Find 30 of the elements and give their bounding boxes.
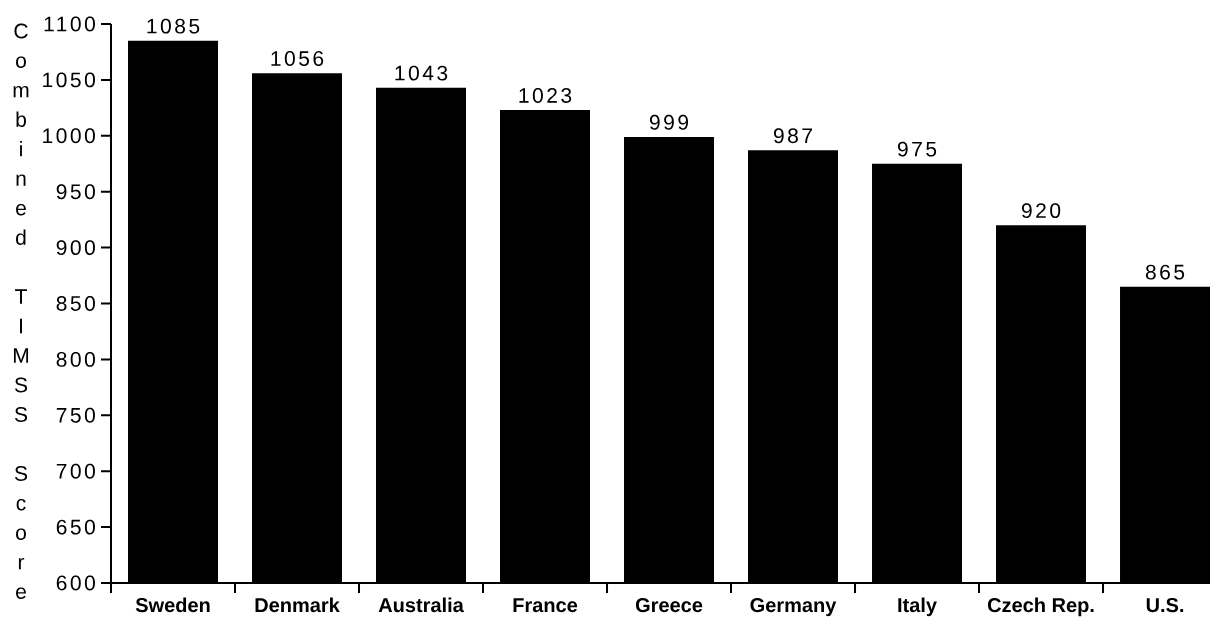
y-tick-label: 1100 [44, 16, 95, 32]
y-tick-label: 600 [56, 575, 95, 591]
y-tick-label: 1000 [43, 128, 95, 144]
y-tick-label: 650 [56, 519, 95, 535]
y-tick-label: 750 [56, 407, 95, 423]
x-tick-label: U.S. [1146, 598, 1184, 613]
y-tick-label: 1050 [43, 72, 95, 88]
x-tick-label: Germany [750, 598, 837, 617]
data-label: 975 [897, 141, 937, 157]
data-label: 865 [1145, 264, 1185, 280]
x-tick-label: Sweden [135, 597, 210, 613]
text: Combined TIMSS Score [13, 23, 29, 599]
x-tick-label: France [513, 598, 578, 613]
data-label: 999 [649, 114, 689, 130]
x-tick-label: Australia [378, 597, 464, 613]
data-label: 1085 [147, 18, 200, 34]
x-tick-label: Greece [635, 598, 703, 613]
y-tick-label: 700 [56, 463, 95, 479]
x-tick-label: Italy [898, 597, 937, 617]
y-tick-label: 950 [56, 184, 95, 200]
x-tick-label: Denmark [255, 597, 340, 613]
data-label: 1023 [519, 88, 572, 103]
y-tick-label: 850 [56, 296, 95, 311]
x-tick-label: Czech Rep. [987, 597, 1094, 617]
y-tick-label: 900 [56, 240, 95, 256]
data-label: 987 [773, 128, 812, 144]
data-label: 1043 [395, 65, 448, 81]
data-label: 920 [1021, 203, 1061, 219]
data-label: 1056 [271, 51, 324, 66]
y-tick-label: 800 [56, 351, 95, 367]
